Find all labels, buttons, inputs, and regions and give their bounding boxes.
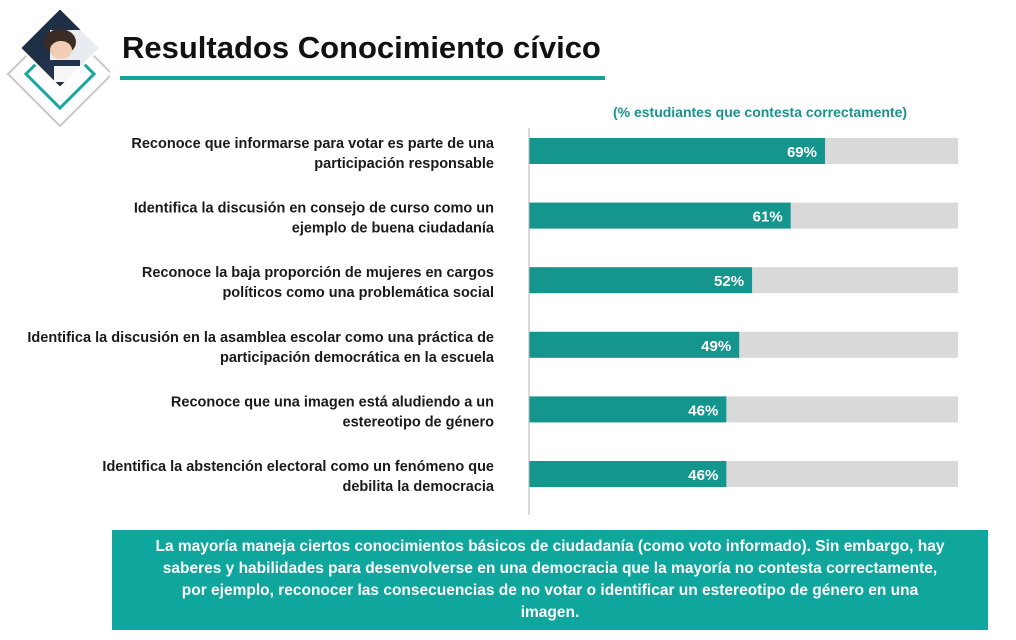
bar [529, 396, 727, 423]
bar [529, 138, 826, 164]
summary-callout: La mayoría maneja ciertos conocimientos … [112, 530, 988, 630]
bar-track [529, 331, 958, 358]
data-label: 46% [688, 467, 718, 484]
category-label-line: ejemplo de buena ciudadanía [292, 221, 495, 237]
summary-text: La mayoría maneja ciertos conocimientos … [155, 538, 945, 621]
title-underline [120, 76, 605, 80]
bar [529, 267, 753, 294]
chart-subtitle: (% estudiantes que contesta correctament… [612, 104, 908, 120]
bar [529, 202, 791, 229]
category-label-line: estereotipo de género [343, 414, 495, 430]
bar [529, 331, 740, 358]
data-label: 52% [714, 273, 744, 290]
category-label-line: Identifica la abstención electoral como … [102, 459, 494, 475]
category-label-line: políticos como una problemática social [222, 285, 494, 301]
category-label: Identifica la discusión en la asamblea e… [27, 330, 495, 366]
data-label: 69% [787, 144, 817, 161]
category-label-line: participación responsable [314, 156, 494, 172]
bar-track [529, 202, 958, 229]
bar-tracks [529, 138, 958, 487]
category-labels: Reconoce que informarse para votar es pa… [27, 136, 495, 495]
category-label: Reconoce la baja proporción de mujeres e… [142, 265, 494, 301]
category-label: Identifica la discusión en consejo de cu… [134, 201, 495, 237]
category-label: Reconoce que informarse para votar es pa… [131, 136, 495, 172]
bar-track [529, 267, 958, 294]
page-title: Resultados Conocimiento cívico [122, 30, 601, 65]
data-label: 61% [753, 209, 783, 226]
data-label: 49% [701, 338, 731, 355]
category-label-line: debilita la democracia [342, 479, 494, 495]
category-label-line: Identifica la discusión en la asamblea e… [27, 330, 494, 346]
category-label-line: participación democrática en la escuela [220, 350, 495, 366]
bar-track [529, 396, 958, 423]
bars [529, 138, 826, 487]
category-label-line: Reconoce la baja proporción de mujeres e… [142, 265, 494, 281]
bar-track [529, 138, 958, 164]
bar [529, 461, 727, 487]
category-label-line: Reconoce que informarse para votar es pa… [131, 136, 495, 152]
student-writing-photo-diamond-icon [6, 6, 110, 128]
category-label-line: Identifica la discusión en consejo de cu… [134, 201, 494, 217]
category-label-line: Reconoce que una imagen está aludiendo a… [171, 394, 494, 410]
category-label: Identifica la abstención electoral como … [102, 459, 495, 495]
category-label: Reconoce que una imagen está aludiendo a… [171, 394, 494, 430]
data-label: 46% [688, 402, 718, 419]
data-labels: 69% 61% 52% 49% 46% 46% [688, 144, 817, 484]
bar-track [529, 461, 958, 487]
